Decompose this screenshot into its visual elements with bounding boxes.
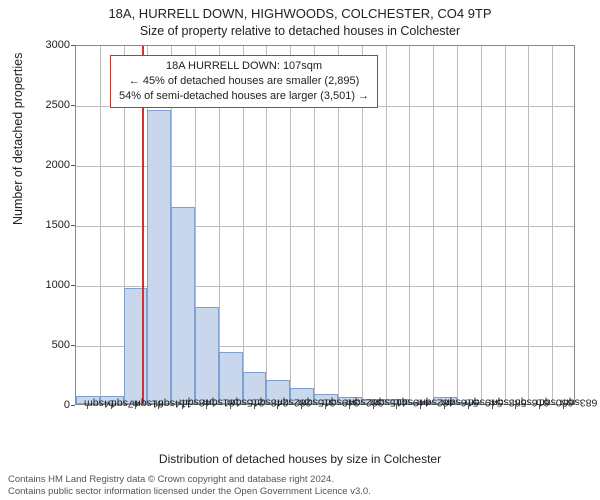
chart-subtitle: Size of property relative to detached ho… [0, 24, 600, 38]
ytick-mark [71, 345, 75, 346]
ytick-label: 1500 [30, 219, 70, 231]
ytick-label: 500 [30, 339, 70, 351]
annotation-box: 18A HURRELL DOWN: 107sqm ← 45% of detach… [110, 55, 378, 108]
gridline-v [481, 46, 482, 404]
ytick-mark [71, 405, 75, 406]
annotation-line1: 18A HURRELL DOWN: 107sqm [119, 59, 369, 74]
histogram-bar [195, 307, 219, 404]
ytick-mark [71, 45, 75, 46]
footer-line1: Contains HM Land Registry data © Crown c… [8, 474, 371, 486]
histogram-bar [171, 207, 195, 404]
ytick-label: 0 [30, 399, 70, 411]
gridline-v [433, 46, 434, 404]
gridline-v [409, 46, 410, 404]
ytick-label: 3000 [30, 39, 70, 51]
ytick-mark [71, 105, 75, 106]
y-axis-label: Number of detached properties [11, 53, 25, 225]
annotation-line3: 54% of semi-detached houses are larger (… [119, 89, 369, 104]
ytick-mark [71, 285, 75, 286]
ytick-mark [71, 165, 75, 166]
gridline-v [505, 46, 506, 404]
gridline-v [386, 46, 387, 404]
ytick-label: 2000 [30, 159, 70, 171]
footer-attribution: Contains HM Land Registry data © Crown c… [8, 474, 371, 498]
gridline-v [100, 46, 101, 404]
annotation-line2: ← 45% of detached houses are smaller (2,… [119, 74, 369, 89]
gridline-v [552, 46, 553, 404]
ytick-mark [71, 225, 75, 226]
gridline-v [528, 46, 529, 404]
ytick-label: 1000 [30, 279, 70, 291]
chart-title: 18A, HURRELL DOWN, HIGHWOODS, COLCHESTER… [0, 6, 600, 21]
x-axis-label: Distribution of detached houses by size … [0, 452, 600, 466]
footer-line2: Contains public sector information licen… [8, 486, 371, 498]
gridline-v [457, 46, 458, 404]
histogram-bar [147, 110, 171, 404]
chart-container: { "chart": { "type": "histogram", "title… [0, 0, 600, 500]
ytick-label: 2500 [30, 99, 70, 111]
